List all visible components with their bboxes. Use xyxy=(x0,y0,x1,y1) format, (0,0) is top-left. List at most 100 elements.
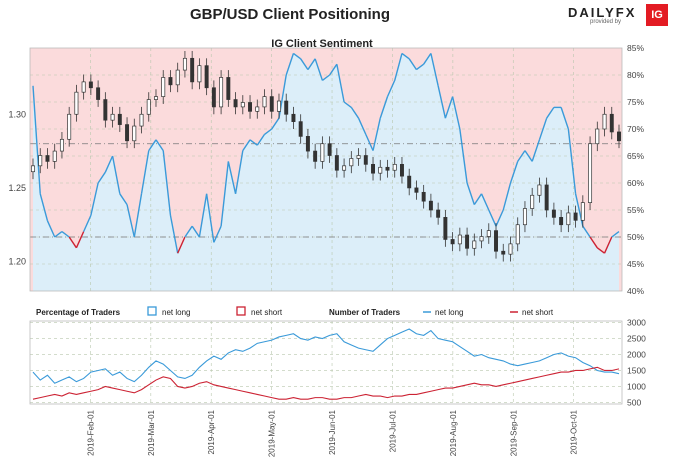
percent-long-segment xyxy=(379,96,389,119)
legend-percentage-label: Percentage of Traders xyxy=(36,308,121,317)
candle-body xyxy=(240,102,245,108)
percent-long-segment xyxy=(372,118,381,151)
candle-body xyxy=(327,143,332,156)
candle-body xyxy=(88,81,93,89)
legend-net-short-num: net short xyxy=(522,308,554,317)
candle-body xyxy=(392,163,397,171)
candle-body xyxy=(508,243,513,255)
percent-long-segment xyxy=(133,193,143,238)
candle-body xyxy=(566,212,571,226)
candle-body xyxy=(407,175,412,189)
date-axis-tick: 2019-May-01 xyxy=(268,409,277,457)
candle-body xyxy=(255,106,260,112)
candle-body xyxy=(45,155,50,162)
percent-long-segment xyxy=(589,236,598,249)
percent-long-segment xyxy=(401,52,410,60)
percent-long-segment xyxy=(300,58,309,70)
percent-long-segment xyxy=(148,139,157,151)
number-plot-border xyxy=(29,320,623,405)
candle-body xyxy=(580,202,585,221)
candle-body xyxy=(349,158,354,167)
percent-long-segment xyxy=(264,128,273,135)
candle-body xyxy=(146,99,151,115)
percent-long-segment xyxy=(350,107,360,119)
series-line-net-long xyxy=(32,328,620,384)
number-axis-tick: 2000 xyxy=(627,350,646,360)
percent-long-segment xyxy=(567,128,577,194)
percent-long-segment xyxy=(155,139,164,151)
candle-body xyxy=(154,96,158,100)
percent-long-segment xyxy=(321,74,331,81)
percent-long-segment xyxy=(509,161,519,184)
percent-long-segment xyxy=(90,182,99,216)
candle-body xyxy=(450,239,455,245)
percent-long-segment xyxy=(488,209,497,227)
percent-long-segment xyxy=(68,236,77,249)
percent-long-segment xyxy=(104,155,114,173)
percent-long-segment xyxy=(39,193,49,221)
dailyfx-logo: DAILYFX provided by IG xyxy=(568,4,668,28)
number-axis-tick: 2500 xyxy=(627,334,646,344)
candle-body xyxy=(139,113,144,127)
percent-long-segment xyxy=(61,231,70,238)
candle-body xyxy=(74,91,79,115)
page-title: GBP/USD Client Positioning xyxy=(189,6,390,23)
percent-long-segment xyxy=(242,139,251,151)
candle-body xyxy=(602,113,607,130)
percent-long-segment xyxy=(184,225,193,238)
legend-net-long-num: net long xyxy=(435,308,463,317)
candle-body xyxy=(544,184,549,211)
percent-long-segment xyxy=(83,215,92,232)
number-axis-tick: 500 xyxy=(627,397,641,407)
candle-body xyxy=(573,212,578,221)
legend-net-long-swatch xyxy=(147,306,157,316)
percent-long-segment xyxy=(596,247,605,254)
candle-body xyxy=(522,208,527,226)
percent-long-segment xyxy=(329,63,338,76)
percent-long-segment xyxy=(46,220,56,238)
candle-body xyxy=(96,87,101,100)
candle-body xyxy=(342,165,347,171)
candle-body xyxy=(248,102,253,112)
candle-body xyxy=(356,155,361,159)
candle-body xyxy=(595,128,600,145)
candle-body xyxy=(465,234,470,249)
candle-body xyxy=(190,57,195,83)
candle-body xyxy=(436,209,441,218)
logo-sub: provided by xyxy=(590,19,622,25)
candle-body xyxy=(443,217,448,240)
ig-badge: IG xyxy=(646,4,668,26)
percent-long-segment xyxy=(54,231,63,238)
percent-long-segment xyxy=(162,150,172,216)
candle-body xyxy=(414,187,419,193)
percent-long-segment xyxy=(336,64,345,103)
percent-axis-tick: 80% xyxy=(627,70,644,80)
candle-body xyxy=(515,224,520,245)
percent-long-segment xyxy=(386,80,396,97)
legend-net-short-pct: net short xyxy=(251,308,283,317)
candle-body xyxy=(313,150,318,162)
percent-long-segment xyxy=(119,193,128,205)
candle-body xyxy=(125,124,130,142)
candle-body xyxy=(399,163,404,177)
percent-long-segment xyxy=(97,171,106,184)
candle-body xyxy=(334,155,339,171)
candle-body xyxy=(428,200,433,211)
percent-long-segment xyxy=(227,161,237,194)
percent-long-segment xyxy=(140,150,150,194)
percent-long-segment xyxy=(495,209,504,227)
percent-axis-tick: 70% xyxy=(627,124,644,134)
candle-body xyxy=(494,230,498,252)
percent-axis-tick: 60% xyxy=(627,178,644,188)
percent-long-segment xyxy=(538,117,548,141)
percent-long-segment xyxy=(466,182,475,205)
percent-axis-tick: 85% xyxy=(627,43,644,53)
percent-long-segment xyxy=(234,150,244,194)
date-axis-tick: 2019-Jun-01 xyxy=(328,409,337,454)
date-axis-tick: 2019-Jul-01 xyxy=(388,409,397,452)
price-axis-tick: 1.25 xyxy=(8,183,26,193)
date-axis-tick: 2019-Mar-01 xyxy=(147,409,156,455)
candle-body xyxy=(226,77,231,100)
candle-body xyxy=(530,194,535,209)
number-axis-tick: 3000 xyxy=(627,318,646,328)
